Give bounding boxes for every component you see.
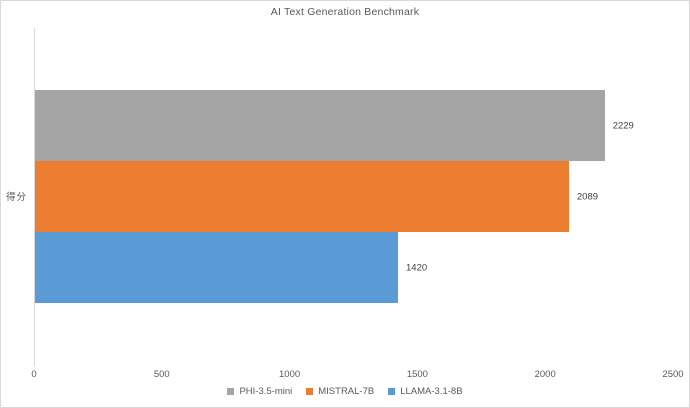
legend-item-llama-3-1-8b: LLAMA-3.1-8B bbox=[388, 386, 463, 397]
legend-label-mistral-7b: MISTRAL-7B bbox=[318, 386, 375, 397]
bar-mistral-7b bbox=[35, 161, 569, 232]
legend-swatch-icon bbox=[306, 388, 314, 395]
y-axis-line bbox=[34, 28, 35, 366]
x-tick-label-2500: 2500 bbox=[662, 369, 684, 380]
bar-value-label-phi-3-5-mini: 2229 bbox=[612, 120, 634, 131]
legend-item-mistral-7b: MISTRAL-7B bbox=[306, 386, 374, 397]
bar-llama-3-1-8b bbox=[35, 232, 398, 303]
x-tick-label-1500: 1500 bbox=[406, 369, 428, 380]
legend-item-phi-3-5-mini: PHI-3.5-mini bbox=[227, 386, 292, 397]
bar-phi-3-5-mini bbox=[35, 90, 605, 161]
legend-label-llama-3-1-8b: LLAMA-3.1-8B bbox=[400, 386, 463, 397]
x-tick-label-500: 500 bbox=[153, 369, 170, 380]
legend-swatch-icon bbox=[227, 388, 235, 395]
legend-swatch-icon bbox=[388, 388, 396, 395]
x-tick-label-2000: 2000 bbox=[534, 369, 556, 380]
bar-value-label-mistral-7b: 2089 bbox=[576, 191, 599, 202]
x-tick-label-1000: 1000 bbox=[279, 369, 301, 380]
chart-title: AI Text Generation Benchmark bbox=[270, 6, 420, 18]
y-axis-title: 得分 bbox=[6, 192, 28, 203]
bar-value-label-llama-3-1-8b: 1420 bbox=[406, 262, 428, 273]
legend: PHI-3.5-mini MISTRAL-7B LLAMA-3.1-8B bbox=[1, 386, 689, 397]
x-tick-label-0: 0 bbox=[31, 369, 37, 380]
legend-label-phi-3-5-mini: PHI-3.5-mini bbox=[239, 386, 293, 397]
